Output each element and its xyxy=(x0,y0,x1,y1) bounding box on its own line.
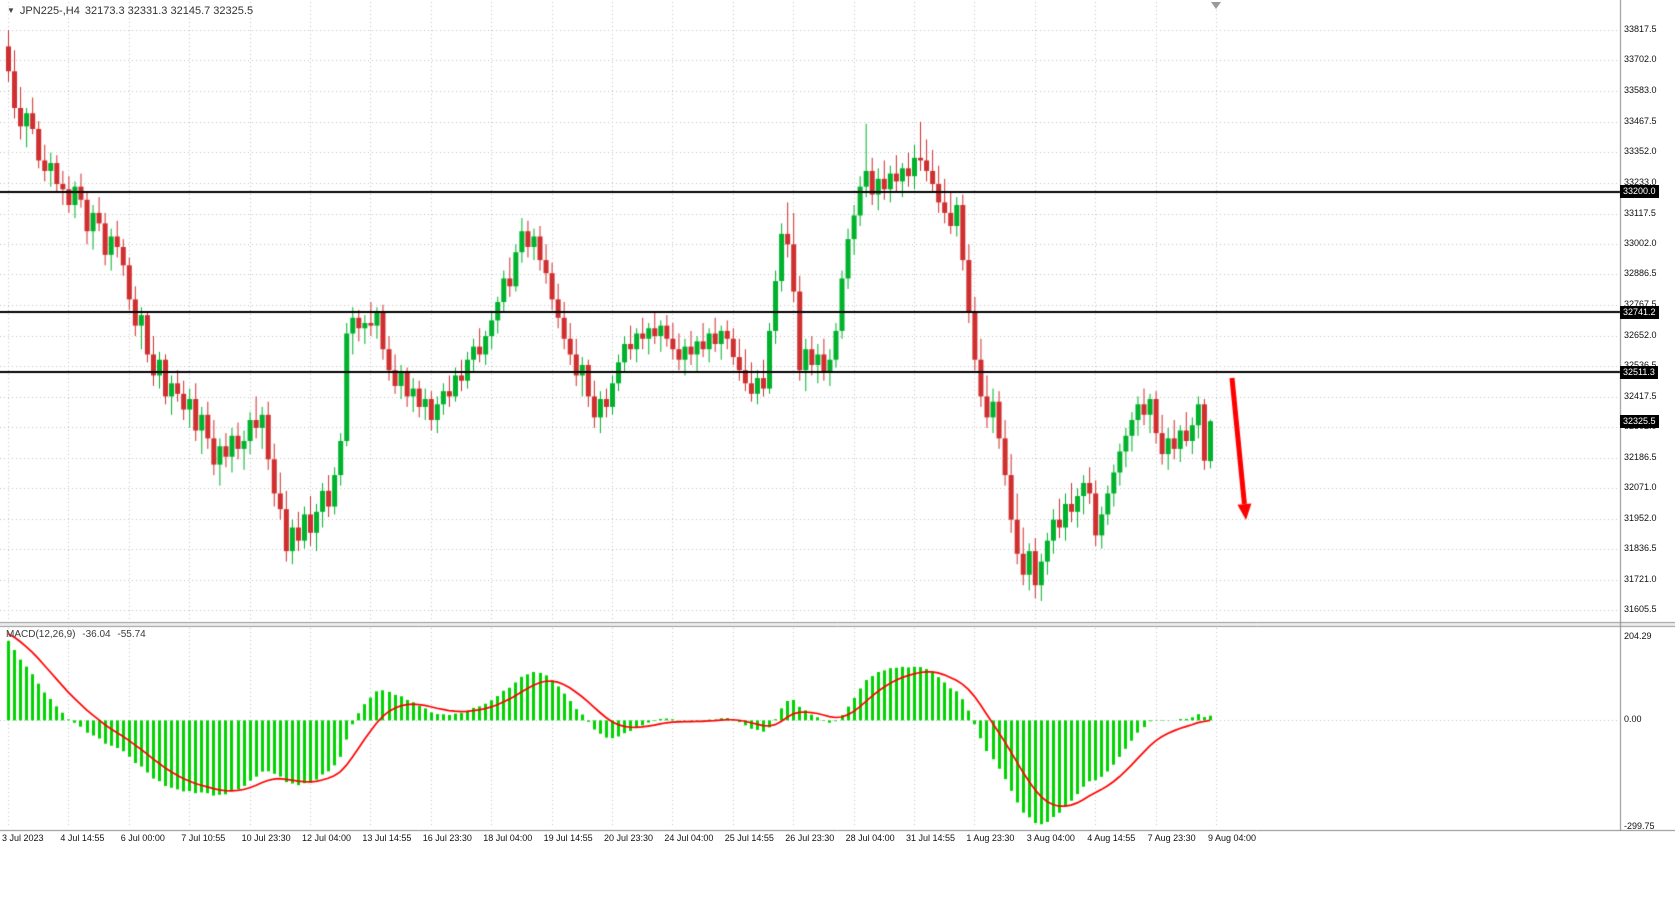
time-axis-label: 25 Jul 14:55 xyxy=(724,833,774,843)
price-axis-label: 32186.5 xyxy=(1624,451,1657,462)
time-axis-label: 7 Jul 10:55 xyxy=(181,833,226,843)
time-axis-label: 16 Jul 23:30 xyxy=(422,833,472,843)
price-axis-label: 32886.5 xyxy=(1624,268,1657,279)
time-axis-label: 19 Jul 14:55 xyxy=(543,833,593,843)
time-axis-label: 4 Jul 14:55 xyxy=(60,833,105,843)
symbol-dropdown-icon[interactable]: ▼ xyxy=(7,6,15,15)
macd-axis-bottom-label: -299.75 xyxy=(1624,821,1655,831)
price-axis-label: 33233.0 xyxy=(1624,177,1657,188)
price-axis-label: 32767.5 xyxy=(1624,299,1657,310)
macd-indicator-label: MACD(12,26,9) -36.04 -55.74 xyxy=(6,629,150,640)
price-axis-label: 33002.0 xyxy=(1624,237,1657,248)
price-axis-label: 33817.5 xyxy=(1624,24,1657,34)
price-axis-label: 32417.5 xyxy=(1624,391,1657,402)
price-axis-label: 33583.0 xyxy=(1624,85,1657,96)
macd-signal-value: -55.74 xyxy=(117,629,146,640)
price-axis-label: 33117.5 xyxy=(1624,207,1656,218)
time-axis-label: 4 Aug 14:55 xyxy=(1087,833,1136,843)
chart-shift-marker-icon[interactable] xyxy=(1211,2,1221,9)
price-axis-label: 32652.0 xyxy=(1624,329,1657,340)
time-axis-label: 1 Aug 23:30 xyxy=(966,833,1015,843)
time-axis-label: 31 Jul 14:55 xyxy=(906,833,956,843)
price-axis-label: 31721.0 xyxy=(1624,573,1657,584)
time-axis-label: 10 Jul 23:30 xyxy=(241,833,291,843)
price-axis-label: 33352.0 xyxy=(1624,146,1657,157)
panel-divider[interactable] xyxy=(0,621,1675,627)
time-axis-label: 6 Jul 00:00 xyxy=(120,833,165,843)
price-level-box: 33200.0 xyxy=(1620,185,1659,199)
price-axis-label: 32071.0 xyxy=(1624,481,1657,492)
time-axis-label: 3 Jul 2023 xyxy=(2,833,44,843)
time-axis-label: 3 Aug 04:00 xyxy=(1026,833,1075,843)
symbol-period: JPN225-,H4 xyxy=(19,5,80,17)
price-level-box: 32741.2 xyxy=(1620,305,1659,319)
bid-price-box: 32325.5 xyxy=(1620,414,1659,428)
price-axis-label: 31605.5 xyxy=(1624,604,1657,614)
time-axis-label: 24 Jul 04:00 xyxy=(664,833,714,843)
time-axis-label: 18 Jul 04:00 xyxy=(483,833,533,843)
time-axis-label: 20 Jul 23:30 xyxy=(604,833,654,843)
time-axis-label: 9 Aug 04:00 xyxy=(1208,833,1257,843)
macd-axis-zero-label: 0.00 xyxy=(1624,714,1642,725)
macd-name: MACD(12,26,9) xyxy=(6,629,76,640)
price-level-box: 32511.3 xyxy=(1620,365,1658,379)
price-axis-label: 32536.5 xyxy=(1624,359,1657,370)
chart-canvas[interactable] xyxy=(0,0,1675,852)
price-axis-label: 33702.0 xyxy=(1624,54,1657,65)
time-axis-label: 13 Jul 14:55 xyxy=(362,833,412,843)
macd-value: -36.04 xyxy=(82,629,111,640)
ohlc-values: 32173.3 32331.3 32145.7 32325.5 xyxy=(84,5,254,17)
price-axis-label: 31836.5 xyxy=(1624,543,1657,554)
time-axis-label: 26 Jul 23:30 xyxy=(785,833,835,843)
time-axis-label: 28 Jul 04:00 xyxy=(845,833,895,843)
price-axis-label: 31952.0 xyxy=(1624,513,1657,524)
symbol-ohlc-label: ▼ JPN225-,H4 32173.3 32331.3 32145.7 323… xyxy=(7,5,253,17)
time-axis-label: 7 Aug 23:30 xyxy=(1147,833,1196,843)
price-axis-label: 33467.5 xyxy=(1624,115,1657,126)
time-axis-label: 12 Jul 04:00 xyxy=(302,833,352,843)
macd-axis-top-label: 204.29 xyxy=(1624,631,1652,641)
